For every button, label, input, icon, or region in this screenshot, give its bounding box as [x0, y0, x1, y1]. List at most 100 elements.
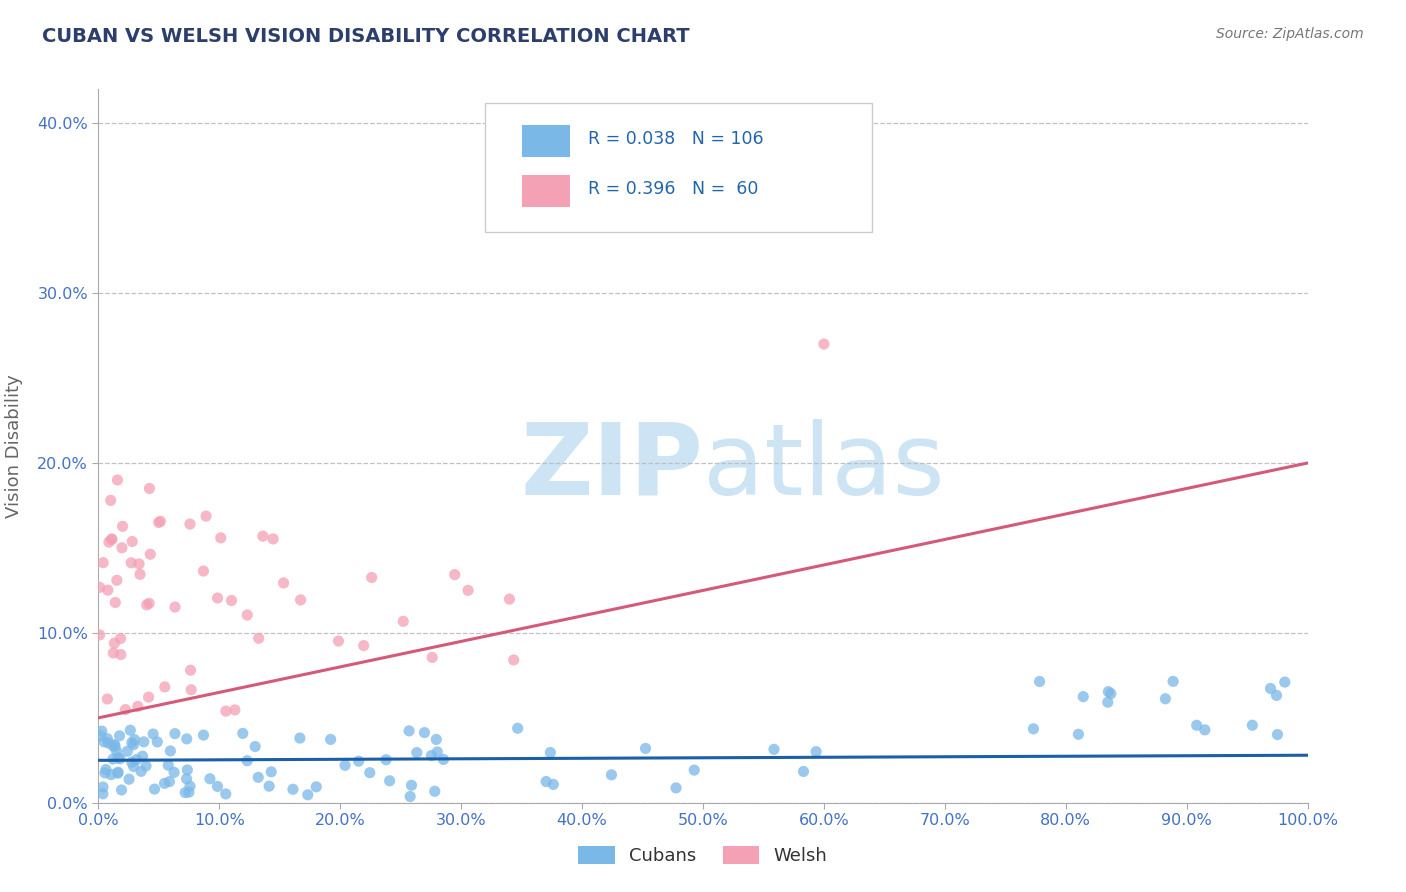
Point	[107, 750, 129, 764]
Point	[257, 779, 280, 793]
Point	[179, 779, 201, 793]
Point	[247, 632, 270, 646]
Point	[111, 541, 134, 555]
Point	[104, 738, 127, 752]
Point	[111, 519, 134, 533]
FancyBboxPatch shape	[485, 103, 872, 232]
Point	[159, 744, 181, 758]
Point	[413, 725, 436, 739]
Point	[107, 473, 129, 487]
Text: CUBAN VS WELSH VISION DISABILITY CORRELATION CHART: CUBAN VS WELSH VISION DISABILITY CORRELA…	[42, 27, 690, 45]
Point	[180, 663, 202, 677]
Point	[89, 628, 111, 642]
Point	[252, 529, 274, 543]
Point	[146, 735, 169, 749]
Point	[96, 692, 118, 706]
Point	[90, 724, 112, 739]
Point	[121, 534, 143, 549]
Point	[96, 731, 118, 746]
Point	[104, 595, 127, 609]
Point	[100, 493, 122, 508]
Point	[97, 535, 120, 549]
Point	[224, 703, 246, 717]
Point	[179, 517, 201, 532]
Point	[290, 593, 312, 607]
Point	[1161, 674, 1184, 689]
Point	[100, 533, 122, 547]
Point	[375, 753, 398, 767]
Point	[139, 547, 162, 561]
Point	[91, 780, 114, 794]
Point	[215, 704, 238, 718]
Point	[107, 766, 129, 780]
Point	[236, 607, 259, 622]
Point	[665, 780, 688, 795]
Point	[305, 780, 328, 794]
Point	[193, 564, 215, 578]
Bar	[522, 175, 569, 207]
Point	[498, 592, 520, 607]
Point	[1067, 727, 1090, 741]
Point	[97, 736, 120, 750]
Point	[405, 746, 427, 760]
Point	[1241, 718, 1264, 732]
Point	[260, 764, 283, 779]
Point	[1097, 684, 1119, 698]
Point	[124, 732, 146, 747]
Point	[1260, 681, 1282, 696]
Point	[207, 780, 229, 794]
Point	[94, 766, 117, 780]
Point	[110, 648, 132, 662]
Point	[110, 783, 132, 797]
Point	[1022, 722, 1045, 736]
Text: ZIP: ZIP	[520, 419, 703, 516]
Point	[108, 752, 131, 766]
Bar	[522, 125, 569, 157]
Point	[236, 754, 259, 768]
Point	[163, 765, 186, 780]
Point	[209, 531, 232, 545]
Point	[135, 759, 157, 773]
Point	[281, 782, 304, 797]
Point	[129, 764, 152, 779]
Point	[101, 752, 124, 766]
Point	[432, 752, 454, 766]
Point	[792, 764, 814, 779]
Point	[1097, 695, 1119, 709]
Point	[89, 729, 111, 743]
Point	[128, 557, 150, 571]
Point	[273, 575, 295, 590]
Point	[174, 786, 197, 800]
Point	[543, 777, 565, 791]
Point	[347, 754, 370, 768]
Point	[1028, 674, 1050, 689]
Point	[392, 615, 415, 629]
Point	[1194, 723, 1216, 737]
Point	[143, 782, 166, 797]
Point	[117, 744, 139, 758]
Point	[1267, 727, 1289, 741]
Point	[153, 776, 176, 790]
Point	[157, 758, 180, 772]
Point	[288, 731, 311, 745]
Point	[399, 789, 422, 804]
Point	[129, 567, 152, 582]
Point	[91, 556, 114, 570]
Point	[762, 742, 785, 756]
Point	[159, 774, 181, 789]
Point	[120, 723, 142, 738]
Point	[193, 728, 215, 742]
Point	[420, 748, 443, 763]
Point	[328, 634, 350, 648]
Point	[1274, 675, 1296, 690]
Point	[177, 785, 200, 799]
Point	[353, 639, 375, 653]
Point	[247, 770, 270, 784]
Point	[121, 736, 143, 750]
Point	[97, 583, 120, 598]
Point	[538, 746, 561, 760]
Point	[360, 570, 382, 584]
Point	[153, 680, 176, 694]
Point	[319, 732, 342, 747]
Point	[163, 726, 186, 740]
